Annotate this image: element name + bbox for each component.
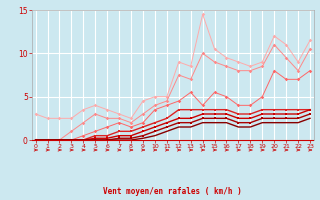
Text: Vent moyen/en rafales ( km/h ): Vent moyen/en rafales ( km/h )	[103, 187, 242, 196]
